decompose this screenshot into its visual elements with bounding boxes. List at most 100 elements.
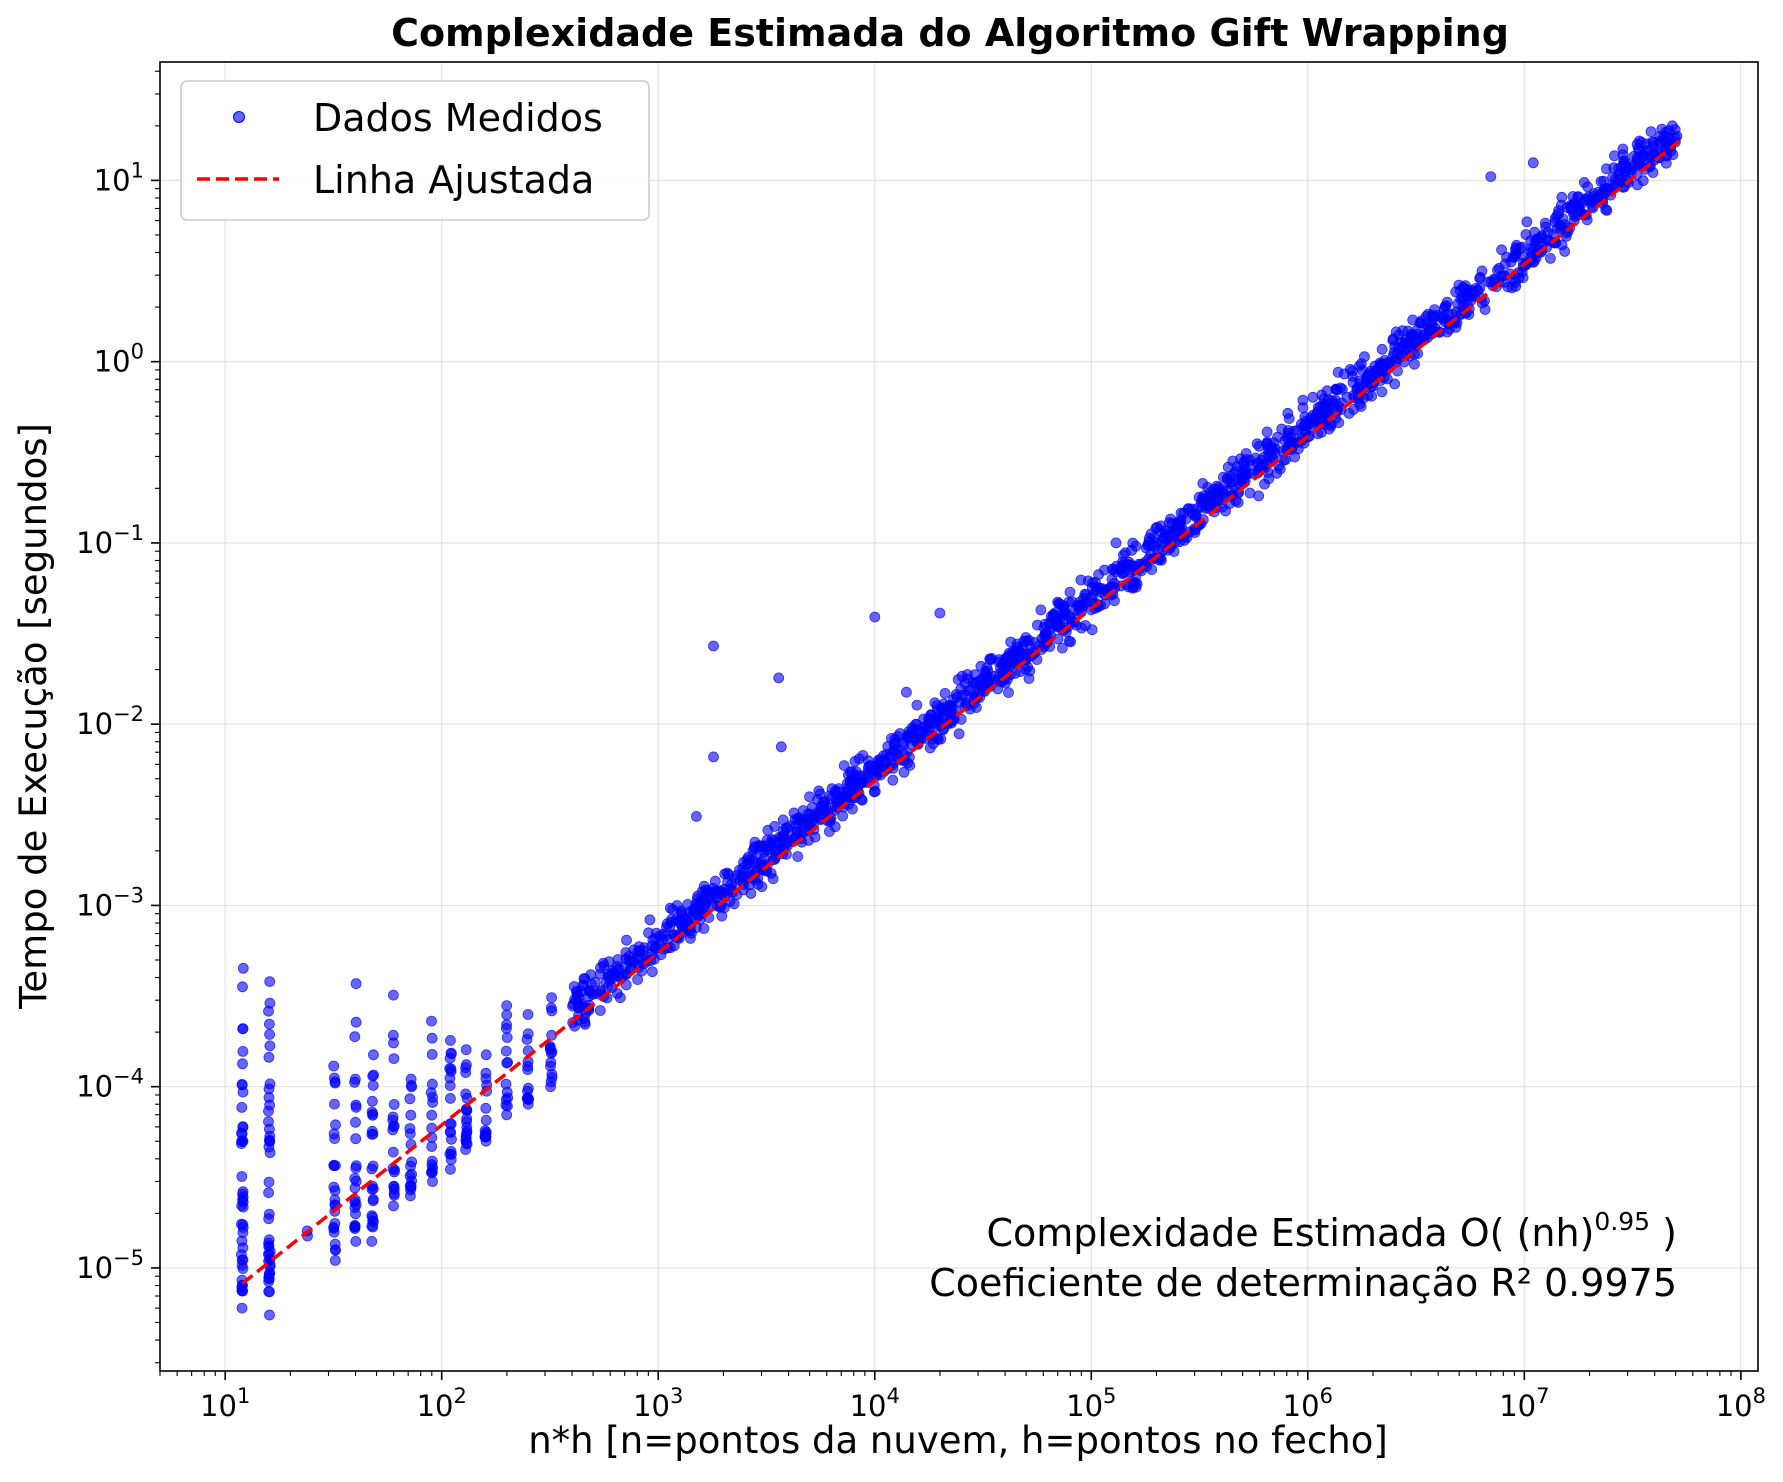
data-point [1326,398,1337,410]
legend-box [180,80,650,221]
data-point [500,1045,512,1057]
data-point [388,1200,399,1212]
data-point [1066,596,1078,607]
data-point [898,766,910,778]
data-point [366,1183,378,1195]
data-point [1634,135,1645,147]
data-point [1222,474,1233,486]
data-point [1498,270,1509,282]
data-point [586,987,597,999]
data-point [568,981,580,992]
data-point [761,844,773,856]
data-point [1307,391,1319,403]
data-point [775,741,787,753]
data-point [263,1208,275,1220]
data-point [1601,204,1613,216]
data-point [1379,354,1391,366]
data-point [1389,378,1401,390]
data-point [1117,556,1128,568]
data-point [1178,508,1189,519]
data-point [404,1170,416,1182]
data-point [661,921,672,933]
data-point [886,733,897,744]
data-point [405,1109,417,1121]
data-point [264,997,276,1009]
data-point [1006,656,1018,668]
data-point [1080,596,1091,608]
data-point [756,881,768,893]
data-point [461,1138,473,1150]
data-point [445,1047,457,1059]
data-point [1520,229,1532,240]
data-point [887,774,899,786]
data-point [328,1128,340,1140]
data-point [480,1067,492,1079]
data-point [1047,612,1059,624]
data-point [578,980,589,992]
data-point [1422,308,1434,320]
data-point [1545,252,1556,264]
data-point [263,1176,275,1188]
data-point [264,1099,276,1111]
data-point [388,1053,400,1064]
data-point [1457,293,1469,305]
data-point [589,976,601,988]
data-point [1442,308,1454,320]
data-point [649,933,661,944]
data-point [1087,589,1098,601]
data-point [1220,505,1231,517]
data-point [329,1255,341,1266]
data-point [794,815,805,826]
data-point [349,1073,361,1085]
data-point [264,1029,276,1040]
data-point [350,1133,362,1145]
x-tick-label: 107 [1499,1384,1549,1423]
data-point [646,966,658,978]
data-point [523,1093,534,1105]
data-point [1397,325,1408,337]
data-point [426,1141,438,1152]
x-axis: 101 102 103 104 105 106 107 108 [159,1371,1766,1423]
data-point [329,1218,341,1229]
data-point [1362,374,1373,385]
data-point [237,1058,248,1070]
data-point [728,898,740,910]
data-point [792,851,804,862]
data-point [388,1183,400,1195]
x-tick-label: 105 [1066,1384,1116,1423]
data-point [350,978,362,990]
data-point [460,1088,472,1100]
legend-label-fit: Linha Ajustada [313,158,594,202]
data-point [1660,157,1672,169]
complexity-annotation: Complexidade Estimada O( (nh)0.95 ) [987,1207,1678,1255]
data-point [367,1080,379,1091]
complexity-annotation-text: Complexidade Estimada O( (nh) [987,1211,1595,1255]
data-point [762,824,774,836]
data-point [388,1166,400,1178]
data-point [594,1005,606,1016]
data-point [349,1221,361,1233]
data-point [350,1162,362,1174]
data-point [904,760,916,771]
data-point [328,1060,340,1072]
chart-title: Complexidade Estimada do Algoritmo Gift … [391,11,1509,55]
data-point [1242,468,1254,480]
x-tick-label: 108 [1716,1384,1766,1423]
complexity-annotation-end: ) [1650,1211,1677,1255]
data-point [264,1136,276,1147]
data-point [1120,547,1131,559]
data-point [1110,537,1122,549]
data-point [1253,490,1265,502]
data-point [460,1044,472,1056]
data-point [1271,467,1283,479]
legend: Dados Medidos Linha Ajustada [180,80,650,221]
data-point [501,1057,513,1069]
r-squared-annotation: Coeficiente de determinação R² 0.9975 [929,1261,1677,1305]
data-point [605,971,617,983]
data-point [367,1070,379,1082]
y-tick-label: 101 [94,158,144,197]
data-point [404,1093,416,1105]
data-point [1527,157,1539,169]
data-point [1572,191,1584,203]
data-point [901,686,912,698]
